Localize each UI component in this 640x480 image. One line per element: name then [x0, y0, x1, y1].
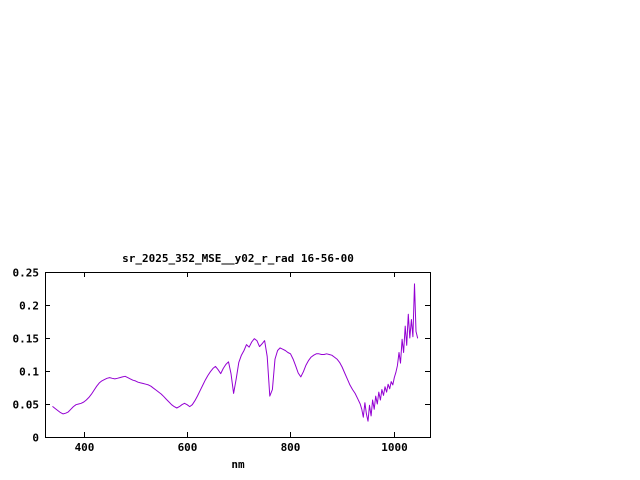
y-tick-label: 0.2: [19, 300, 39, 313]
y-tick-label: 0: [32, 432, 39, 445]
y-tick-label: 0.25: [13, 267, 40, 280]
x-tick-label: 1000: [381, 441, 408, 454]
plot-border: [45, 272, 431, 438]
y-tick-label: 0.05: [13, 399, 40, 412]
x-tick-label: 600: [178, 441, 198, 454]
spectral-line: [52, 283, 419, 422]
x-axis-label: nm: [231, 458, 245, 471]
x-tick-label: 800: [281, 441, 301, 454]
x-tick-label: 400: [75, 441, 95, 454]
chart-title: sr_2025_352_MSE__y02_r_rad 16-56-00: [122, 252, 354, 265]
y-tick-label: 0.1: [19, 366, 39, 379]
y-tick-label: 0.15: [13, 333, 40, 346]
